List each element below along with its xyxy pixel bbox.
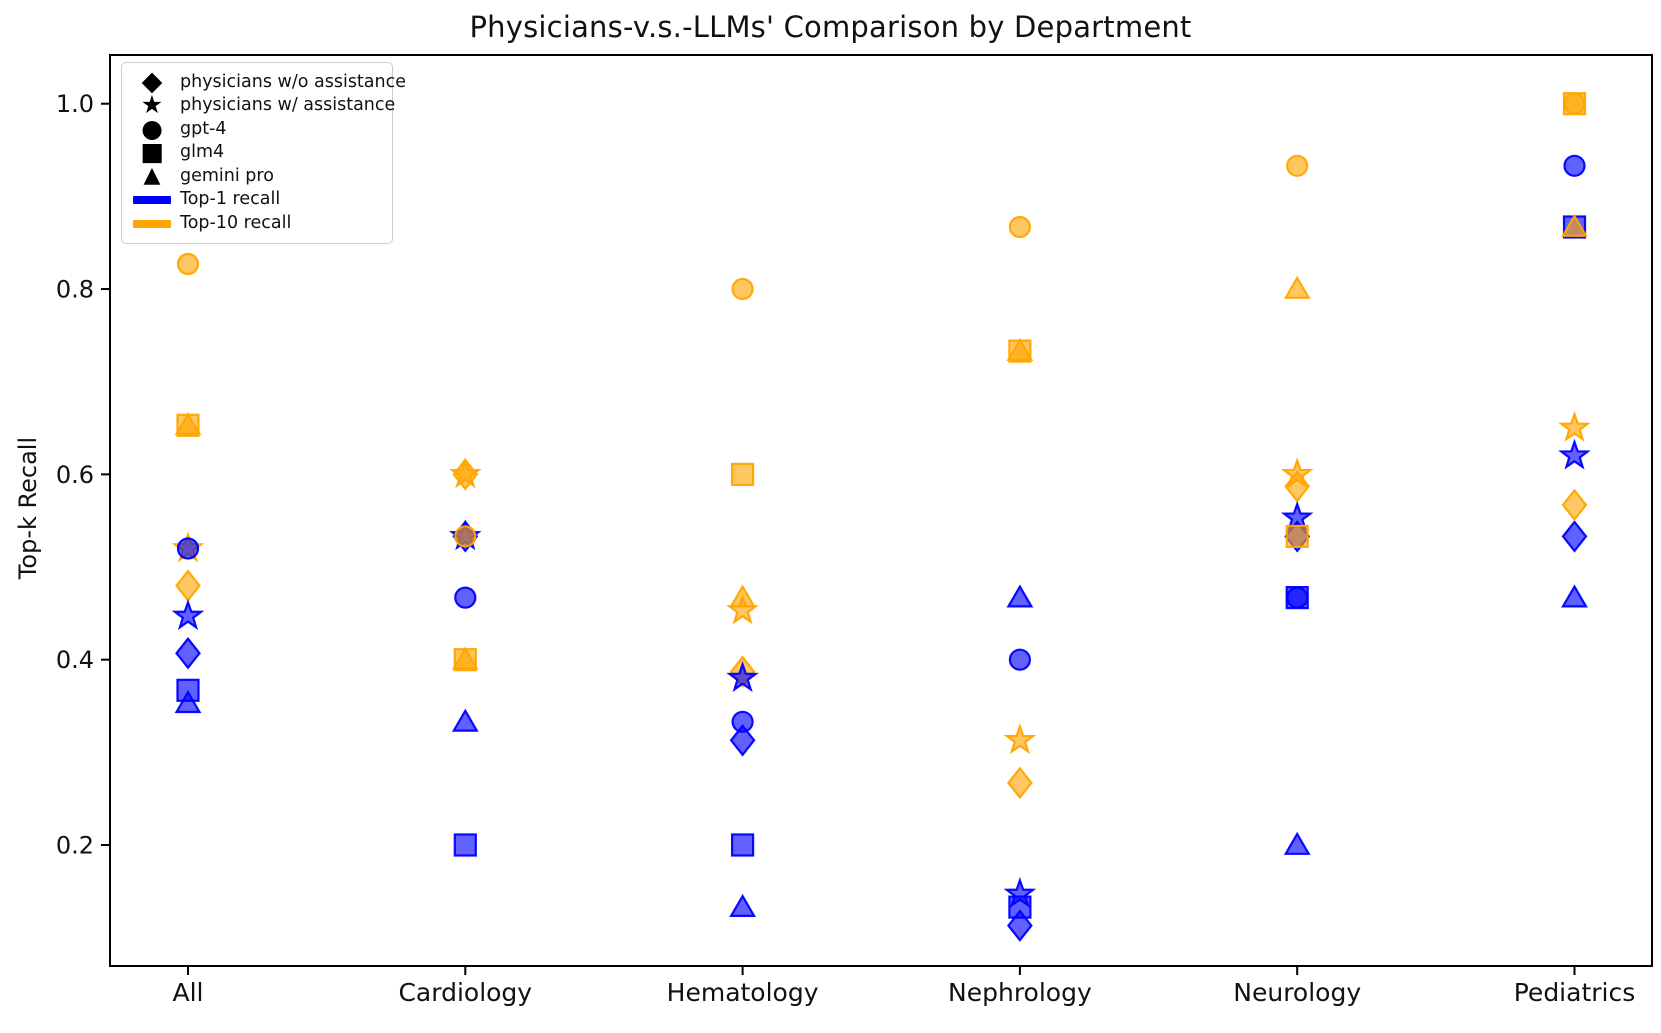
data-point-glm4-top10 (730, 462, 755, 486)
data-point-physicians-w-assistance-top1 (726, 661, 759, 693)
data-point-physicians-w-o-assistance-top10 (175, 569, 201, 602)
y-tick-label: 0.6 (56, 461, 94, 489)
x-tick-label: Neurology (1233, 978, 1361, 1007)
data-point-glm4-top1 (730, 833, 755, 857)
legend-item: ★ physicians w/ assistance (132, 90, 396, 120)
data-point-glm4-top1 (1285, 585, 1309, 610)
legend: ◆ physicians w/o assistance ★ physicians w/… (121, 62, 406, 244)
x-tick-label: Pediatrics (1514, 978, 1636, 1007)
data-point-gemini-pro-top1 (174, 690, 202, 714)
data-point-gpt-4-top10 (176, 252, 200, 276)
star-icon: ★ (140, 90, 164, 120)
legend-label: Top-10 recall (180, 212, 292, 233)
data-point-gemini-pro-top10 (451, 646, 479, 670)
x-tick-label: Cardiology (398, 978, 532, 1007)
legend-label: physicians w/o assistance (180, 71, 406, 92)
data-point-gemini-pro-top10 (1561, 213, 1588, 237)
data-point-gpt-4-top10 (1008, 215, 1032, 239)
data-point-physicians-w-o-assistance-top1 (1561, 520, 1588, 553)
data-point-physicians-w-assistance-top1 (1280, 500, 1314, 532)
data-point-physicians-w-assistance-top10 (1003, 723, 1037, 755)
data-point-gemini-pro-top1 (1283, 831, 1311, 855)
legend-item: ◆ physicians w/o assistance (132, 65, 406, 97)
triangle-icon: ▲ (143, 162, 161, 188)
data-point-physicians-w-assistance-top10 (448, 457, 482, 489)
y-tick-label: 0.2 (56, 832, 94, 860)
legend-label: glm4 (180, 142, 225, 163)
x-tick-label: Hematology (667, 978, 819, 1007)
diamond-icon: ◆ (141, 65, 163, 97)
data-point-gemini-pro-top10 (1006, 337, 1034, 362)
top1-line-swatch-icon (132, 188, 172, 210)
data-point-gpt-4-top10 (454, 525, 477, 548)
data-point-gemini-pro-top1 (1006, 584, 1034, 608)
data-point-gemini-pro-top10 (174, 412, 202, 436)
y-tick-label: 0.4 (56, 646, 94, 674)
data-point-glm4-top10 (1562, 92, 1587, 116)
square-icon: ■ (140, 137, 164, 167)
plot-frame (109, 54, 1653, 967)
data-point-physicians-w-o-assistance-top10 (1006, 766, 1033, 800)
data-point-gpt-4-top1 (1008, 648, 1032, 671)
y-tick-label: 1.0 (56, 90, 94, 118)
x-tick-label: All (173, 978, 204, 1007)
data-point-physicians-w-o-assistance-top10 (1561, 488, 1588, 522)
data-point-glm4-top1 (453, 833, 477, 857)
data-point-gemini-pro-top1 (729, 893, 757, 917)
data-point-gpt-4-top1 (1563, 154, 1586, 177)
data-point-gemini-pro-top1 (1561, 584, 1588, 608)
data-point-gemini-pro-top1 (451, 708, 479, 732)
data-point-gpt-4-top10 (731, 277, 754, 301)
circle-icon: ● (141, 113, 163, 143)
data-point-physicians-w-o-assistance-top1 (175, 636, 201, 670)
legend-item: Top-1 recall (132, 188, 382, 212)
legend-item: ■ glm4 (132, 137, 382, 167)
legend-label: Top-1 recall (180, 189, 281, 210)
legend-item: ● gpt-4 (132, 113, 382, 143)
chart-title: Physicians-v.s.-LLMs' Comparison by Depa… (469, 10, 1192, 44)
data-point-physicians-w-o-assistance-top1 (729, 724, 756, 757)
data-point-gpt-4-top1 (731, 710, 754, 733)
data-point-glm4-top10 (1285, 524, 1309, 549)
data-point-physicians-w-assistance-top10 (1280, 457, 1314, 489)
y-tick-label: 0.8 (56, 276, 94, 304)
data-point-gemini-pro-top10 (729, 584, 757, 608)
data-point-gpt-4-top10 (1286, 154, 1309, 177)
legend-label: gpt-4 (180, 118, 227, 139)
legend-label: gemini pro (180, 165, 274, 186)
top10-line-swatch-icon (132, 212, 172, 234)
data-point-glm4-top1 (1008, 895, 1032, 919)
data-point-physicians-w-assistance-top10 (1558, 410, 1591, 442)
data-point-gpt-4-top1 (176, 537, 200, 560)
data-point-gemini-pro-top10 (1283, 275, 1311, 299)
data-point-physicians-w-assistance-top1 (171, 598, 205, 630)
legend-label: physicians w/ assistance (180, 95, 396, 116)
legend-item: ▲ gemini pro (132, 164, 382, 188)
legend-item: Top-10 recall (132, 211, 382, 235)
x-tick-label: Nephrology (948, 978, 1092, 1007)
data-point-gpt-4-top1 (454, 586, 477, 609)
data-point-physicians-w-assistance-top1 (1558, 438, 1591, 470)
